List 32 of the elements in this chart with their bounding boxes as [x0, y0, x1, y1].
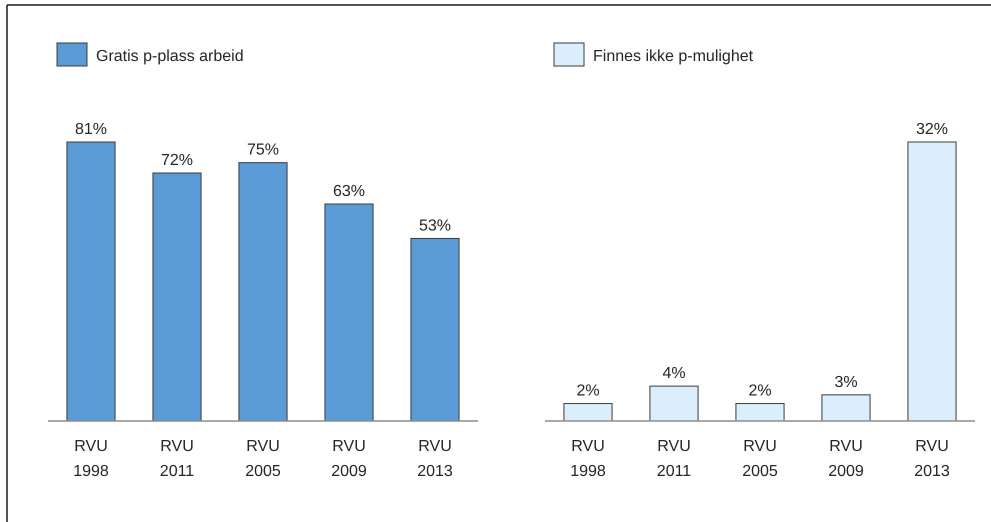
bar — [152, 172, 202, 422]
bar — [735, 403, 785, 422]
data-label: 72% — [160, 152, 194, 169]
bar — [66, 142, 116, 422]
data-label: 75% — [246, 142, 280, 159]
bar — [563, 403, 613, 422]
bar — [410, 238, 460, 422]
data-label: 2% — [576, 382, 600, 400]
legend-label: Gratis p-plass arbeid — [96, 48, 244, 65]
bar — [324, 204, 374, 422]
data-label: 32% — [916, 121, 948, 138]
x-tick-label: RVU 1998 — [570, 438, 606, 480]
data-label: 2% — [748, 382, 772, 400]
x-tick-label: RVU 2013 — [417, 438, 453, 480]
data-label: 3% — [834, 374, 858, 391]
bar — [238, 162, 288, 422]
x-tick-label: RVU 2005 — [742, 438, 778, 480]
x-tick-label: RVU 2011 — [160, 438, 194, 480]
bar — [907, 142, 957, 422]
data-label: 81% — [74, 121, 108, 138]
legend-label: Finnes ikke p-mulighet — [593, 48, 754, 65]
x-tick-label: RVU 1998 — [73, 438, 109, 480]
data-label: 4% — [662, 365, 686, 382]
bar — [649, 386, 699, 422]
x-tick-label: RVU 2013 — [914, 438, 950, 480]
data-label: 63% — [332, 183, 366, 200]
x-tick-label: RVU 2011 — [656, 438, 692, 480]
bar — [821, 394, 871, 422]
x-tick-label: RVU 2009 — [331, 438, 367, 480]
x-tick-label: RVU 2005 — [245, 438, 281, 480]
data-label: 53% — [418, 217, 452, 234]
x-tick-label: RVU 2009 — [828, 438, 864, 480]
